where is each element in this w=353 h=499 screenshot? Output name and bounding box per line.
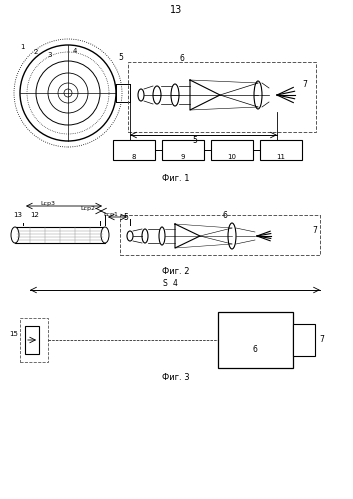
Bar [293,324,315,356]
Bar [120,215,320,255]
Text: Lcp1: Lcp1 [103,212,118,217]
Text: 4: 4 [73,48,77,54]
Text: 2: 2 [34,49,38,55]
Text: Фиг. 3: Фиг. 3 [162,373,190,383]
Bar [15,227,105,243]
Text: 6: 6 [180,53,184,62]
Text: 5: 5 [193,136,197,145]
Text: Фиг. 2: Фиг. 2 [162,267,190,276]
Text: 5: 5 [119,52,124,61]
Text: 7: 7 [303,79,307,88]
Text: 6: 6 [222,211,227,220]
Bar [211,140,253,160]
Text: 9: 9 [181,154,185,160]
Ellipse shape [101,227,109,243]
Text: 5: 5 [124,213,128,222]
Text: 11: 11 [276,154,286,160]
Text: 1: 1 [20,44,24,50]
Text: Lcp3: Lcp3 [40,201,55,206]
Text: 13: 13 [13,212,23,218]
Text: S: S [163,279,167,288]
Text: 6: 6 [252,345,257,354]
Bar [162,140,204,160]
Bar [128,62,316,132]
Text: 8: 8 [132,154,136,160]
Text: 15: 15 [10,331,18,337]
Bar [25,326,39,354]
Text: 12: 12 [31,212,40,218]
Ellipse shape [11,227,19,243]
Text: Фиг. 1: Фиг. 1 [162,174,190,183]
Bar [113,140,155,160]
Bar [260,140,302,160]
Text: 10: 10 [227,154,237,160]
Bar [218,312,293,368]
Text: 4: 4 [173,279,178,288]
Text: 7: 7 [312,226,317,235]
Bar [20,318,48,362]
Text: 13: 13 [170,5,182,15]
Text: 3: 3 [48,52,52,58]
Text: 7: 7 [319,335,324,344]
Text: Lcp2: Lcp2 [80,206,95,211]
